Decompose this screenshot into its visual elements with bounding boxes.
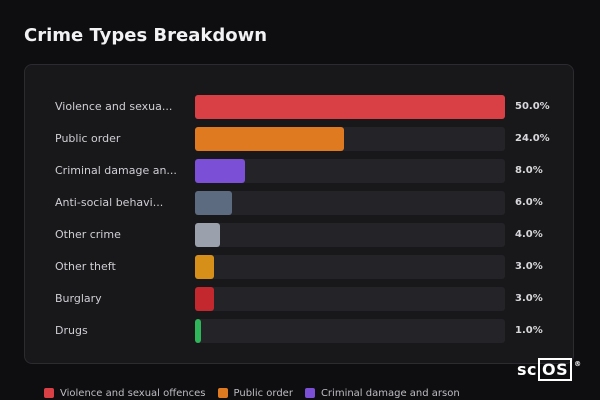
logo-text-sc: sc: [517, 360, 538, 379]
legend-label: Violence and sexual offences: [60, 387, 206, 399]
bar[interactable]: [195, 191, 233, 215]
legend-item[interactable]: Criminal damage and arson: [304, 386, 460, 400]
bar-row: Other crime 4.0%: [25, 223, 575, 247]
bar[interactable]: [195, 127, 344, 151]
value-label: 50.0%: [515, 101, 550, 112]
category-label: Violence and sexua...: [55, 100, 173, 113]
value-label: 1.0%: [515, 325, 543, 336]
bar-row: Criminal damage an... 8.0%: [25, 159, 575, 183]
brand-logo: sc OS ®: [517, 358, 582, 381]
bar[interactable]: [195, 223, 220, 247]
value-label: 4.0%: [515, 229, 543, 240]
value-label: 6.0%: [515, 197, 543, 208]
category-label: Criminal damage an...: [55, 164, 177, 177]
bar[interactable]: [195, 319, 202, 343]
bar-track: [195, 223, 505, 247]
bar-track: [195, 127, 505, 151]
chart-title: Crime Types Breakdown: [24, 25, 268, 46]
legend-swatch: [304, 388, 315, 398]
category-label: Drugs: [55, 324, 88, 337]
bar-row: Other theft 3.0%: [25, 255, 575, 279]
bar[interactable]: [195, 159, 245, 183]
legend-swatch: [217, 388, 228, 398]
bar-row: Drugs 1.0%: [25, 319, 575, 343]
bar-track: [195, 95, 505, 119]
bar[interactable]: [195, 287, 214, 311]
legend-item[interactable]: Violence and sexual offences: [44, 386, 206, 400]
bar-track: [195, 159, 505, 183]
bar[interactable]: [195, 95, 505, 119]
logo-text-os: OS: [538, 358, 573, 381]
value-label: 3.0%: [515, 261, 543, 272]
category-label: Other theft: [55, 260, 116, 273]
chart-legend: Violence and sexual offences Public order…: [44, 386, 460, 400]
category-label: Anti-social behavi...: [55, 196, 164, 209]
category-label: Public order: [55, 132, 121, 145]
legend-label: Public order: [233, 387, 293, 399]
bar-row: Violence and sexua... 50.0%: [25, 95, 575, 119]
category-label: Other crime: [55, 228, 121, 241]
value-label: 24.0%: [515, 133, 550, 144]
value-label: 3.0%: [515, 293, 543, 304]
bar-row: Anti-social behavi... 6.0%: [25, 191, 575, 215]
bar-track: [195, 255, 505, 279]
bar-track: [195, 287, 505, 311]
bar-row: Burglary 3.0%: [25, 287, 575, 311]
category-label: Burglary: [55, 292, 102, 305]
bar-track: [195, 191, 505, 215]
registered-mark: ®: [574, 360, 582, 368]
value-label: 8.0%: [515, 165, 543, 176]
legend-swatch: [44, 388, 54, 398]
legend-item[interactable]: Public order: [217, 386, 293, 400]
bar[interactable]: [195, 255, 214, 279]
bar-track: [195, 319, 505, 343]
chart-panel: Violence and sexua... 50.0% Public order 24…: [24, 64, 574, 364]
bar-row: Public order 24.0%: [25, 127, 575, 151]
legend-label: Criminal damage and arson: [320, 387, 460, 399]
